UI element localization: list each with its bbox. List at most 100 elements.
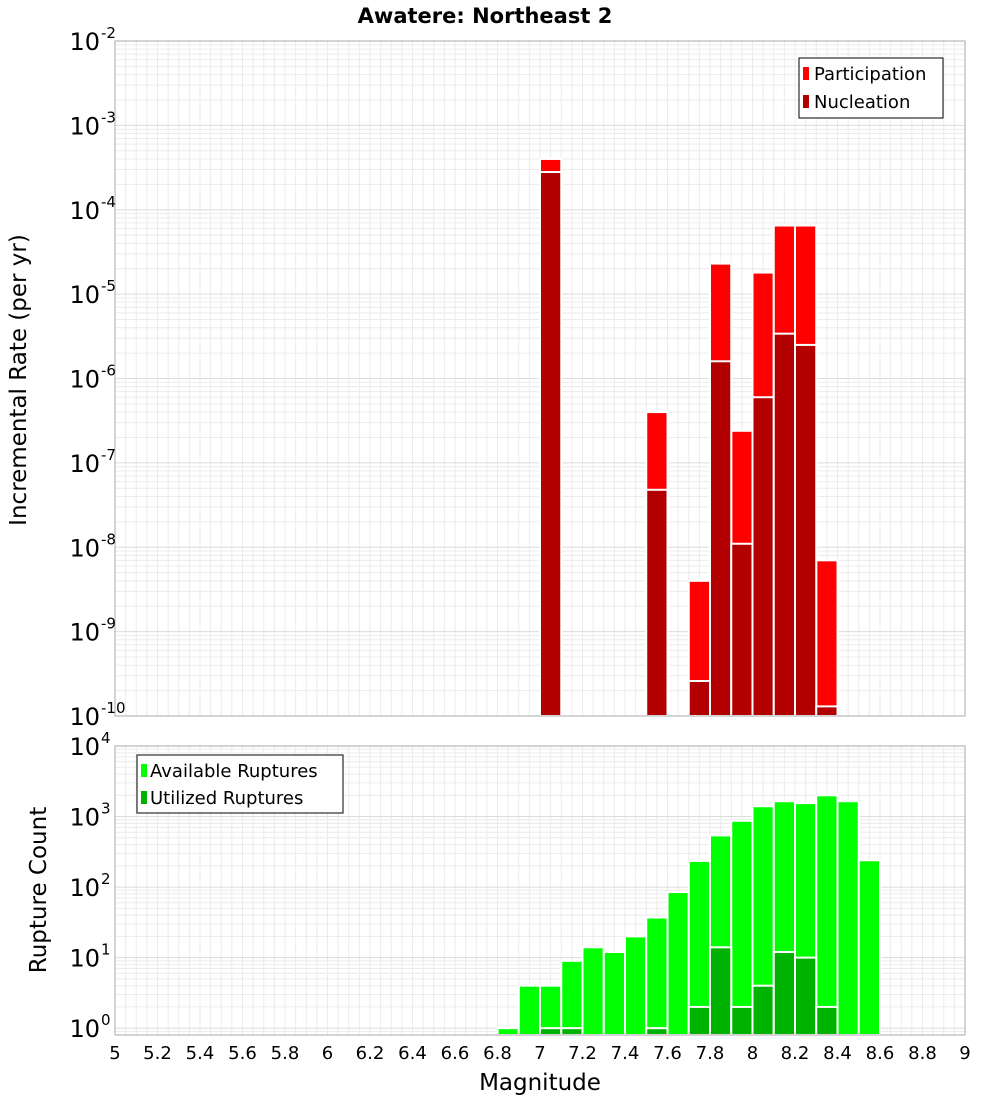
bar-count-s0-7.25 bbox=[581, 946, 605, 1036]
x-tick-label: 6.2 bbox=[356, 1043, 385, 1064]
bar-count-s0-7.15 bbox=[560, 959, 584, 1037]
x-tick-label: 8.8 bbox=[908, 1043, 937, 1064]
y-tick-rate: 10 -3 bbox=[69, 108, 116, 140]
legend-label-available: Available Ruptures bbox=[150, 761, 318, 782]
legend-swatch-utilized bbox=[141, 791, 147, 804]
y-tick-base: 10 bbox=[69, 1015, 100, 1043]
bar-count-s0-8.35 bbox=[815, 794, 839, 1037]
legend-label-participation: Participation bbox=[814, 64, 926, 85]
y-tick-base: 10 bbox=[69, 534, 100, 562]
y-tick-exp: -7 bbox=[101, 446, 116, 464]
legend-label-utilized: Utilized Ruptures bbox=[150, 788, 303, 809]
bar-count-s0-7.65 bbox=[666, 891, 690, 1036]
y-tick-count: 10 1 bbox=[69, 941, 110, 973]
bar-count-s1-7.75 bbox=[687, 1005, 711, 1037]
y-tick-base: 10 bbox=[69, 450, 100, 478]
legend-swatch-available bbox=[141, 764, 147, 777]
y-tick-exp: -8 bbox=[101, 530, 116, 548]
legend-box bbox=[136, 754, 344, 814]
x-tick-label: 8.2 bbox=[781, 1043, 810, 1064]
bar-count-s1-8.15 bbox=[772, 951, 796, 1036]
y-tick-rate: 10 -4 bbox=[69, 193, 116, 225]
y-tick-base: 10 bbox=[69, 804, 100, 832]
x-tick-label: 7.4 bbox=[611, 1043, 640, 1064]
bar-count-s0-7.35 bbox=[602, 951, 626, 1036]
x-tick-label: 6.4 bbox=[398, 1043, 427, 1064]
x-tick-label: 5.8 bbox=[271, 1043, 300, 1064]
x-axis-ticks: 5 5.2 5.4 5.6 5.8 6 6.2 6.4 6.6 6.8 7 7.2 7.4 7.6 7.8 8… bbox=[109, 1043, 970, 1064]
panel-rate-y-label: Incremental Rate (per yr) bbox=[6, 234, 32, 526]
bar-count-s0-8.45 bbox=[836, 800, 860, 1037]
y-tick-count: 10 4 bbox=[69, 729, 110, 761]
y-tick-base: 10 bbox=[69, 703, 100, 731]
y-tick-rate: 10 -8 bbox=[69, 530, 116, 562]
x-tick-label: 5.2 bbox=[143, 1043, 172, 1064]
y-tick-base: 10 bbox=[69, 28, 100, 56]
bar-rate-s1-7.75 bbox=[687, 679, 711, 718]
y-tick-exp: 3 bbox=[101, 800, 111, 818]
y-tick-rate: 10 -10 bbox=[69, 699, 125, 731]
bar-rate-s1-7.85 bbox=[709, 360, 733, 717]
x-tick-label: 7 bbox=[534, 1043, 545, 1064]
y-tick-exp: -5 bbox=[101, 277, 116, 295]
bar-rate-s1-8.15 bbox=[772, 332, 796, 717]
bar-count-s1-8.25 bbox=[794, 956, 818, 1037]
bar-count-s1-7.05 bbox=[539, 1027, 563, 1036]
x-tick-label: 5.6 bbox=[228, 1043, 257, 1064]
x-tick-label: 8 bbox=[747, 1043, 758, 1064]
bar-count-s0-7.55 bbox=[645, 916, 669, 1036]
y-tick-base: 10 bbox=[69, 366, 100, 394]
bar-rate-s0-8.35 bbox=[815, 559, 839, 717]
panel-count-y-label: Rupture Count bbox=[26, 807, 52, 973]
y-tick-exp: -3 bbox=[101, 108, 116, 126]
bar-count-s1-7.95 bbox=[730, 1005, 754, 1037]
bar-rate-s1-8.35 bbox=[815, 705, 839, 718]
bar-rate-s1-8.05 bbox=[751, 396, 775, 717]
x-tick-label: 8.6 bbox=[866, 1043, 895, 1064]
chart-title: Awatere: Northeast 2 bbox=[358, 4, 613, 28]
bar-count-s0-7.95 bbox=[730, 819, 754, 1036]
y-tick-rate: 10 -5 bbox=[69, 277, 116, 309]
y-tick-base: 10 bbox=[69, 945, 100, 973]
bar-count-s0-7.45 bbox=[624, 935, 648, 1036]
x-tick-label: 9 bbox=[959, 1043, 970, 1064]
legend-swatch-nucleation bbox=[803, 95, 809, 108]
y-tick-rate: 10 -6 bbox=[69, 362, 116, 394]
y-tick-count: 10 0 bbox=[69, 1011, 110, 1043]
y-tick-rate: 10 -2 bbox=[69, 24, 116, 56]
x-tick-label: 6.8 bbox=[483, 1043, 512, 1064]
y-tick-exp: -6 bbox=[101, 362, 116, 380]
bar-count-s0-6.95 bbox=[517, 984, 541, 1036]
x-tick-label: 7.2 bbox=[568, 1043, 597, 1064]
bar-rate-s1-7.95 bbox=[730, 542, 754, 718]
panel-rate-frame bbox=[114, 40, 966, 717]
x-tick-label: 6 bbox=[322, 1043, 333, 1064]
y-tick-base: 10 bbox=[69, 197, 100, 225]
bar-count-s1-7.85 bbox=[709, 946, 733, 1036]
bar-count-s0-8.55 bbox=[857, 859, 881, 1036]
bar-count-s1-8.35 bbox=[815, 1005, 839, 1037]
bar-rate-s1-7.05 bbox=[539, 171, 563, 717]
panel-count-legend: Available Ruptures Utilized Ruptures bbox=[136, 754, 344, 814]
y-tick-exp: 0 bbox=[101, 1011, 111, 1029]
x-tick-label: 7.8 bbox=[696, 1043, 725, 1064]
panel-count-frame bbox=[114, 745, 966, 1036]
y-tick-exp: 1 bbox=[101, 941, 111, 959]
panel-rate-bars bbox=[539, 157, 839, 718]
y-tick-exp: -2 bbox=[101, 24, 116, 42]
y-tick-base: 10 bbox=[69, 874, 100, 902]
x-tick-label: 6.6 bbox=[441, 1043, 470, 1064]
y-tick-rate: 10 -9 bbox=[69, 615, 116, 647]
y-tick-base: 10 bbox=[69, 733, 100, 761]
y-tick-exp: -4 bbox=[101, 193, 116, 211]
y-tick-count: 10 3 bbox=[69, 800, 110, 832]
legend-box bbox=[798, 57, 944, 119]
y-tick-base: 10 bbox=[69, 112, 100, 140]
y-tick-base: 10 bbox=[69, 281, 100, 309]
y-tick-exp: 2 bbox=[101, 870, 111, 888]
